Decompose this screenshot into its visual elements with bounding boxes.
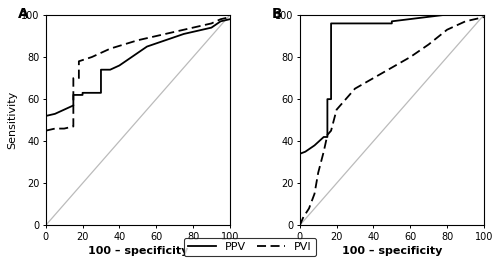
Text: B: B bbox=[272, 7, 283, 21]
Legend: PPV, PVI: PPV, PVI bbox=[184, 238, 316, 256]
Y-axis label: Sensitivity: Sensitivity bbox=[7, 91, 17, 149]
X-axis label: 100 – specificity: 100 – specificity bbox=[88, 246, 188, 256]
Text: A: A bbox=[18, 7, 29, 21]
X-axis label: 100 – specificity: 100 – specificity bbox=[342, 246, 442, 256]
